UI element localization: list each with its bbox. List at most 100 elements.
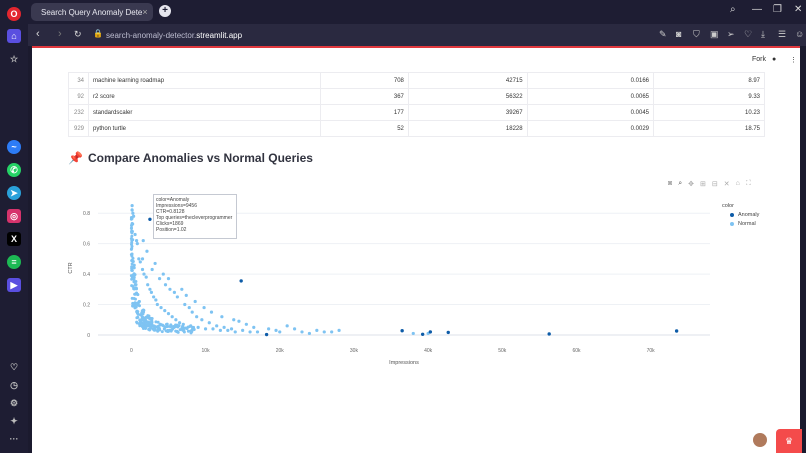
- close-window-icon[interactable]: ✕: [794, 4, 803, 15]
- browser-tab[interactable]: Search Query Anomaly Dete ×: [31, 3, 153, 21]
- zoom-out-icon[interactable]: ⊟: [711, 181, 718, 188]
- normal-point: [130, 234, 134, 238]
- new-tab-button[interactable]: +: [159, 5, 171, 17]
- more-icon[interactable]: ···: [9, 434, 19, 444]
- section-header: 📌 Compare Anomalies vs Normal Queries: [68, 151, 313, 165]
- home-icon[interactable]: ⌂: [735, 180, 740, 187]
- settings-icon[interactable]: ⚙: [9, 397, 19, 408]
- easy-setup-icon[interactable]: ☰: [778, 29, 787, 39]
- normal-point: [229, 327, 234, 331]
- restore-icon[interactable]: ❐: [773, 4, 782, 15]
- normal-point: [170, 315, 174, 319]
- normal-point: [130, 216, 134, 220]
- camera-icon[interactable]: ◙: [676, 29, 682, 39]
- normal-point: [218, 328, 222, 332]
- tooltip-line: Impressions=9456: [156, 203, 197, 210]
- normal-point: [149, 290, 154, 294]
- y-tick-label: 0.4: [83, 272, 90, 278]
- dataframe[interactable]: 34 machine learning roadmap 708 42715 0.0166…: [68, 72, 765, 137]
- normal-point: [183, 326, 187, 330]
- table-row[interactable]: 92 r2 score 367 56322 0.0065 9.33: [68, 88, 765, 105]
- shield-icon[interactable]: ⛉: [693, 29, 700, 39]
- send-icon[interactable]: ➢: [727, 29, 735, 39]
- normal-point: [156, 329, 160, 333]
- tab-close-icon[interactable]: ×: [142, 7, 148, 17]
- normal-point: [130, 262, 134, 266]
- instagram-icon[interactable]: ◎: [7, 209, 21, 223]
- github-icon[interactable]: ●: [772, 56, 777, 63]
- normal-point: [170, 328, 174, 332]
- normal-point: [130, 296, 134, 300]
- camera-icon[interactable]: ◙: [668, 180, 673, 187]
- normal-point: [248, 330, 252, 334]
- avatar[interactable]: [753, 433, 767, 447]
- heart-icon[interactable]: ♡: [744, 29, 753, 39]
- clicks-cell: 367: [320, 88, 409, 105]
- zoom-icon[interactable]: ⌕: [678, 180, 683, 187]
- legend-item-anomaly[interactable]: Anomaly: [730, 212, 759, 218]
- zoom-in-icon[interactable]: ⊞: [700, 181, 706, 188]
- normal-point: [134, 283, 138, 287]
- normal-point: [160, 330, 164, 334]
- back-icon[interactable]: ‹: [36, 28, 40, 40]
- normal-point: [132, 272, 136, 276]
- pan-icon[interactable]: ✥: [688, 181, 695, 188]
- aria-icon[interactable]: ▶: [7, 278, 21, 292]
- position-cell: 9.33: [653, 88, 765, 105]
- opera-logo-icon[interactable]: O: [7, 7, 21, 21]
- normal-point: [129, 274, 133, 278]
- normal-point: [181, 322, 185, 326]
- heart-icon[interactable]: ♡: [9, 361, 19, 372]
- section-title: Compare Anomalies vs Normal Queries: [87, 151, 313, 165]
- x-tick-label: 0: [130, 348, 133, 354]
- impressions-cell: 42715: [407, 72, 528, 89]
- x-icon[interactable]: X: [7, 232, 21, 246]
- normal-point: [232, 318, 236, 322]
- normal-point: [133, 292, 137, 296]
- history-icon[interactable]: ◷: [10, 379, 18, 390]
- forward-icon[interactable]: ›: [58, 28, 62, 40]
- ctr-cell: 0.0065: [526, 88, 655, 105]
- fork-button[interactable]: Fork: [752, 56, 766, 63]
- y-tick-label: 0.8: [83, 211, 90, 217]
- table-row[interactable]: 34 machine learning roadmap 708 42715 0.0166…: [68, 72, 765, 89]
- normal-point: [134, 239, 139, 243]
- reload-icon[interactable]: ↻: [74, 29, 82, 39]
- fullscreen-icon[interactable]: ⛶: [745, 180, 751, 187]
- search-icon[interactable]: ⌕: [730, 4, 736, 15]
- spotify-icon[interactable]: ≡: [7, 255, 21, 269]
- x-axis-label: Impressions: [389, 360, 419, 366]
- telegram-icon[interactable]: ➤: [7, 186, 21, 200]
- main-menu-icon[interactable]: ⋮: [790, 57, 797, 64]
- tab-title: Search Query Anomaly Dete: [41, 7, 143, 17]
- profile-icon[interactable]: ☺: [795, 29, 805, 39]
- y-tick-label: 0: [87, 333, 90, 339]
- normal-point: [171, 325, 175, 329]
- messenger-icon[interactable]: ~: [7, 140, 21, 154]
- download-icon[interactable]: ⤓: [761, 29, 765, 39]
- normal-point: [138, 260, 142, 264]
- clicks-cell: 177: [320, 104, 409, 121]
- edit-icon[interactable]: ✎: [659, 29, 667, 39]
- table-row[interactable]: 929 python turtle 52 18228 0.0029 18.75: [68, 120, 765, 137]
- normal-point: [166, 328, 170, 332]
- normal-point: [157, 327, 161, 331]
- minimize-icon[interactable]: —: [752, 4, 762, 15]
- normal-point: [220, 315, 224, 319]
- streamlit-badge-icon[interactable]: ♛: [776, 429, 802, 453]
- lightbulb-icon[interactable]: ✦: [10, 415, 18, 426]
- normal-point: [141, 326, 145, 330]
- normal-point: [203, 327, 208, 331]
- home-icon[interactable]: ⌂: [7, 29, 21, 43]
- address-bar[interactable]: search-anomaly-detector. streamlit.app: [106, 27, 242, 43]
- normal-point: [131, 259, 135, 263]
- autoscale-icon[interactable]: ✕: [723, 181, 730, 188]
- star-icon[interactable]: ☆: [9, 53, 19, 64]
- wallet-icon[interactable]: ▣: [710, 29, 719, 39]
- normal-point: [168, 325, 172, 329]
- table-row[interactable]: 232 standardscaler 177 39267 0.0045 10.23: [68, 104, 765, 121]
- legend-item-normal[interactable]: Normal: [730, 221, 759, 227]
- normal-point: [189, 331, 193, 335]
- whatsapp-icon[interactable]: ✆: [7, 163, 21, 177]
- normal-point: [411, 331, 415, 336]
